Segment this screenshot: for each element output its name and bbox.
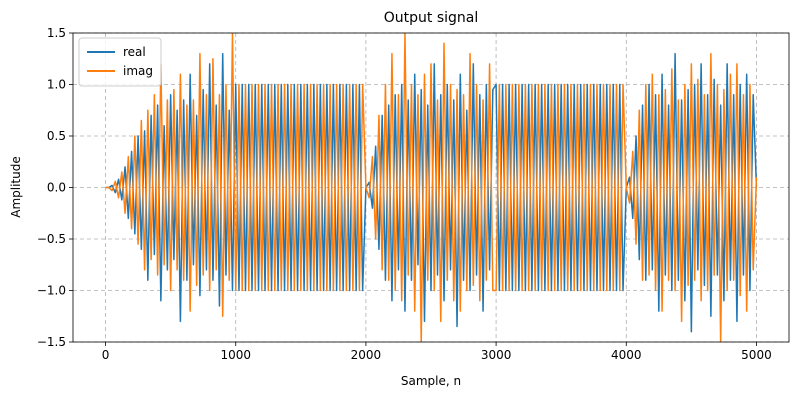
y-axis-label: Amplitude bbox=[9, 156, 23, 218]
legend-label: imag bbox=[123, 64, 153, 78]
legend-box bbox=[78, 37, 162, 87]
x-tick-label: 0 bbox=[102, 348, 110, 362]
y-tick-label: 1.0 bbox=[47, 78, 66, 92]
y-tick-label: −1.0 bbox=[37, 284, 66, 298]
line-series bbox=[105, 52, 758, 333]
legend: real imag bbox=[78, 37, 162, 87]
y-tick-label: −1.5 bbox=[37, 335, 66, 349]
x-tick-label: 5000 bbox=[741, 348, 772, 362]
x-tick-label: 2000 bbox=[351, 348, 382, 362]
y-tick-label: 1.5 bbox=[47, 26, 66, 40]
axes: 0 1000 2000 3000 4000 5000 −1.5 −1.0 −0.5 0.0 0.5 1… bbox=[37, 26, 772, 362]
y-tick-label: 0.5 bbox=[47, 129, 66, 143]
x-tick-label: 3000 bbox=[481, 348, 512, 362]
plot-area bbox=[105, 33, 758, 342]
y-tick-label: 0.0 bbox=[47, 181, 66, 195]
x-tick-label: 1000 bbox=[220, 348, 251, 362]
x-axis-label: Sample, n bbox=[401, 374, 461, 388]
x-tick-label: 4000 bbox=[611, 348, 642, 362]
y-tick-label: −0.5 bbox=[37, 232, 66, 246]
chart-title: Output signal bbox=[384, 10, 479, 26]
legend-label: real bbox=[123, 45, 146, 59]
line-series bbox=[105, 33, 758, 342]
